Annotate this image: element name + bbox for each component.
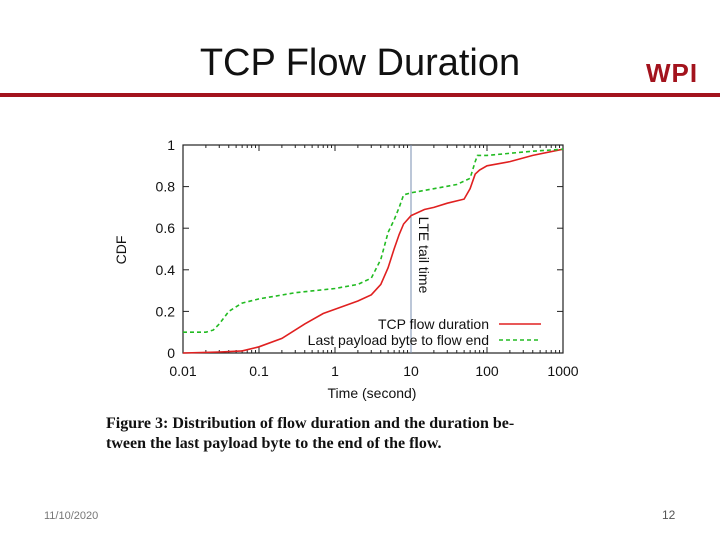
footer-date: 11/10/2020 xyxy=(44,510,99,522)
wpi-logo: WPI xyxy=(646,58,699,88)
x-tick-label: 0.1 xyxy=(249,363,269,379)
chart-axes: 0.01 0.1 1 10 100 1000 0 0.2 0.4 0.6 0.8 1 xyxy=(156,137,579,379)
y-axis-label: CDF xyxy=(113,236,129,265)
y-tick-label: 0.2 xyxy=(156,303,176,319)
chart-curves xyxy=(182,148,564,354)
x-tick-label: 1 xyxy=(331,363,339,379)
x-tick-label: 0.01 xyxy=(169,363,196,379)
caption-line-1: Figure 3: Distribution of flow duration … xyxy=(106,415,515,432)
x-axis-label: Time (second) xyxy=(328,385,417,401)
page-number: 12 xyxy=(662,508,676,522)
y-tick-label: 0.4 xyxy=(156,262,176,278)
plot-frame xyxy=(182,144,564,354)
legend-label: Last payload byte to flow end xyxy=(308,332,489,348)
y-tick-label: 0 xyxy=(167,345,175,361)
y-tick-label: 1 xyxy=(167,137,175,153)
figure-caption: Figure 3: Distribution of flow duration … xyxy=(106,414,606,454)
y-tick-label: 0.6 xyxy=(156,220,176,236)
x-tick-label: 10 xyxy=(403,363,419,379)
legend-label: TCP flow duration xyxy=(378,316,489,332)
x-tick-label: 100 xyxy=(475,363,499,379)
tail-time-annotation: LTE tail time xyxy=(416,217,432,294)
caption-line-2: tween the last payload byte to the end o… xyxy=(106,435,442,452)
x-tick-label: 1000 xyxy=(547,363,578,379)
y-tick-label: 0.8 xyxy=(156,179,176,195)
series-line-tcp-flow-duration xyxy=(182,148,564,354)
slide-title: TCP Flow Duration xyxy=(199,42,521,84)
cdf-chart: 0.01 0.1 1 10 100 1000 0 0.2 0.4 0.6 0.8 1 TCP flow… xyxy=(113,137,579,401)
title-divider xyxy=(0,93,720,97)
series-line-last-payload xyxy=(183,148,564,333)
